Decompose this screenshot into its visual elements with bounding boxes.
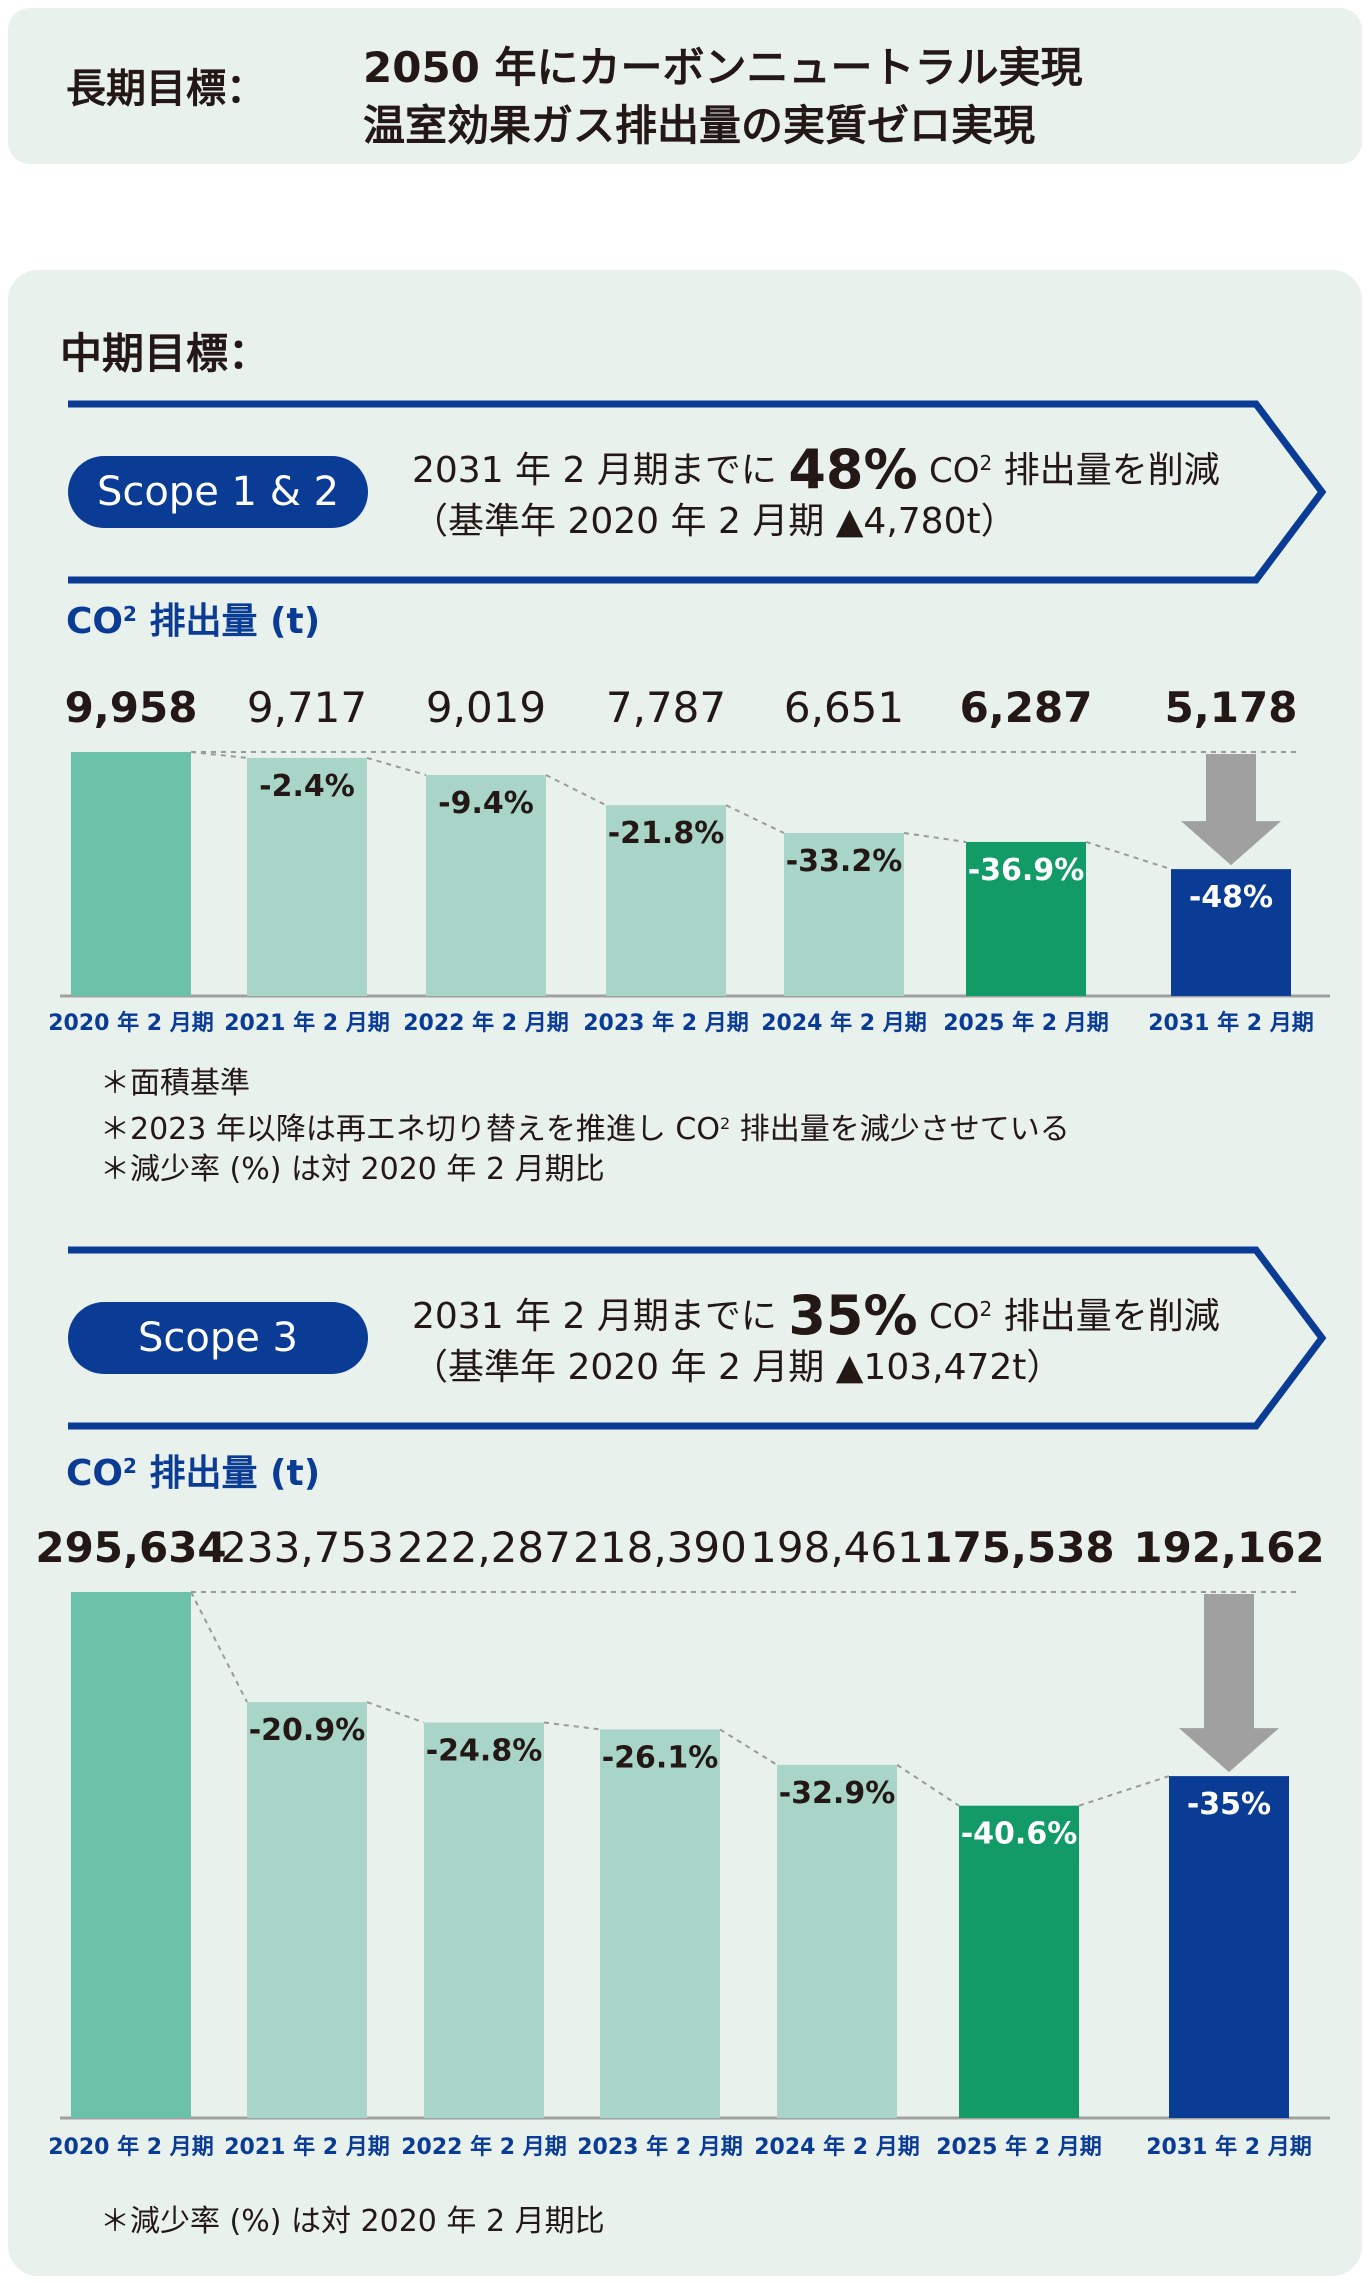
scope3-target-pct: 35% (788, 1284, 918, 1347)
scope12-note-2-text: ＊2023 年以降は再エネ切り替えを推進し CO (100, 1112, 720, 1147)
scope12-target-pct: 48% (788, 438, 918, 501)
scope12-unit-co: CO (66, 601, 124, 642)
scope3-target: 2031 年 2 月期までに 35% CO2 排出量を削減 (412, 1284, 1220, 1347)
scope3-unit-co: CO (66, 1453, 124, 1494)
scope3-target-prefix: 2031 年 2 月期までに (412, 1296, 777, 1337)
scope12-notes: ＊面積基準 ＊2023 年以降は再エネ切り替えを推進し CO2 排出量を減少させ… (100, 1064, 1070, 1190)
long-term-goal-box: 長期目標： 2050 年にカーボンニュートラル実現 温室効果ガス排出量の実質ゼロ… (8, 8, 1362, 164)
mid-term-label: 中期目標： (60, 329, 271, 378)
scope12-banner: Scope 1 & 2 2031 年 2 月期までに 48% CO2 排出量を削… (60, 400, 1340, 590)
long-term-line-1: 2050 年にカーボンニュートラル実現 (363, 43, 1083, 92)
scope3-banner-arrow-shape (68, 1246, 1327, 1430)
scope12-unit-rest: 排出量 (t) (149, 601, 321, 642)
scope3-target-sub: 2 (979, 1297, 993, 1321)
scope3-target-co: CO (929, 1297, 980, 1337)
scope3-target-suffix: 排出量を削減 (1003, 1296, 1220, 1337)
scope12-note-3: ＊減少率 (%) は対 2020 年 2 月期比 (100, 1152, 605, 1187)
scope3-unit-rest: 排出量 (t) (149, 1453, 321, 1494)
scope3-notes: ＊減少率 (%) は対 2020 年 2 月期比 (100, 2202, 605, 2242)
scope12-target-co: CO (929, 451, 980, 491)
scope12-unit-sub: 2 (123, 602, 137, 626)
scope12-note-2-sub: 2 (719, 1114, 731, 1133)
scope3-baseline: （基準年 2020 年 2 月期 ▲103,472t） (412, 1347, 1063, 1388)
scope12-target: 2031 年 2 月期までに 48% CO2 排出量を削減 (412, 438, 1220, 501)
scope3-note-1: ＊減少率 (%) は対 2020 年 2 月期比 (100, 2204, 605, 2239)
scope12-unit-label: CO2 排出量 (t) (66, 592, 320, 644)
scope12-banner-arrow-shape (68, 400, 1327, 584)
scope3-pill: Scope 3 (68, 1302, 368, 1374)
scope12-note-2: ＊2023 年以降は再エネ切り替えを推進し CO2 排出量を減少させている (100, 1104, 1070, 1150)
scope12-baseline: （基準年 2020 年 2 月期 ▲4,780t） (412, 501, 1017, 542)
long-term-line-2: 温室効果ガス排出量の実質ゼロ実現 (363, 101, 1036, 150)
scope3-unit-label: CO2 排出量 (t) (66, 1444, 320, 1496)
scope12-target-prefix: 2031 年 2 月期までに (412, 450, 777, 491)
scope12-note-1: ＊面積基準 (100, 1066, 250, 1101)
scope3-unit-sub: 2 (123, 1454, 137, 1478)
scope12-target-suffix: 排出量を削減 (1003, 450, 1220, 491)
scope12-target-sub: 2 (979, 451, 993, 475)
scope12-note-2-tail: 排出量を減少させている (739, 1112, 1070, 1147)
scope3-banner: Scope 3 2031 年 2 月期までに 35% CO2 排出量を削減 （基… (60, 1246, 1340, 1436)
scope12-pill: Scope 1 & 2 (68, 456, 368, 528)
long-term-label: 長期目標： (66, 66, 266, 112)
